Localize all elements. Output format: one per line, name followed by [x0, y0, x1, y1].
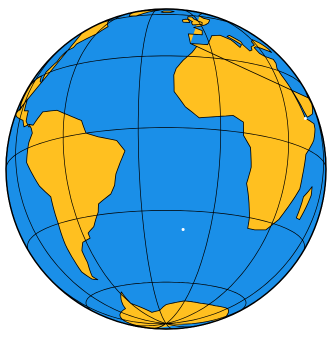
meridian-line	[165, 9, 222, 324]
land-eurasia	[187, 12, 313, 118]
meridian-line	[62, 12, 167, 324]
land-iceland	[160, 10, 175, 13]
land-tristan-dot	[181, 228, 185, 231]
land-ireland	[181, 18, 191, 23]
parallel-line	[95, 14, 237, 26]
land-greenland	[129, 9, 167, 17]
land-layer	[15, 9, 316, 329]
parallel-line	[85, 281, 247, 313]
meridian-line	[15, 41, 167, 324]
meridian-line	[165, 80, 324, 324]
meridian-line	[137, 9, 167, 324]
land-arabia-cut	[303, 117, 307, 120]
parallel-line	[6, 127, 326, 170]
parallel-line	[29, 55, 303, 86]
parallel-line	[27, 210, 305, 252]
land-madagascar	[295, 186, 313, 221]
globe-outline	[5, 8, 327, 330]
graticule	[6, 9, 326, 329]
meridian-line	[165, 16, 289, 324]
land-south-america	[26, 109, 126, 281]
